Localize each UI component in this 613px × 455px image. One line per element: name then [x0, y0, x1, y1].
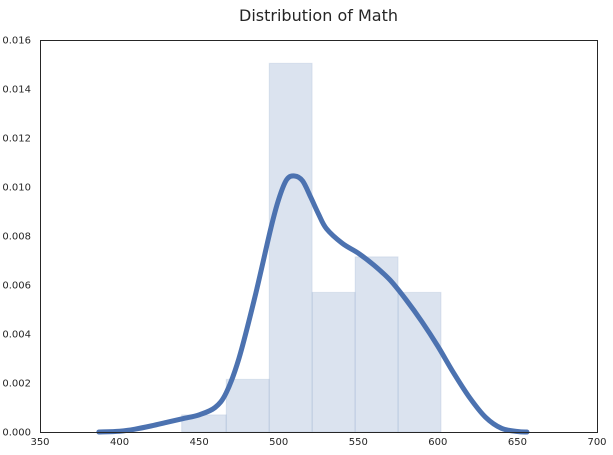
histogram-bars: [181, 62, 442, 433]
x-tick-label: 600: [428, 437, 447, 448]
x-tick-label: 400: [110, 437, 129, 448]
y-tick-label: 0.008: [2, 232, 31, 243]
histogram-bar: [397, 291, 442, 433]
y-tick-label: 0.006: [2, 281, 31, 292]
y-axis: 0.000 0.002 0.004 0.006 0.008 0.010 0.012 0.014…: [2, 36, 31, 439]
y-tick-label: 0.016: [2, 36, 31, 47]
y-tick-label: 0.014: [2, 85, 31, 96]
plot-frame: [40, 40, 598, 433]
x-tick-label: 650: [508, 437, 527, 448]
x-tick-label: 700: [587, 437, 606, 448]
y-tick-label: 0.004: [2, 330, 31, 341]
x-tick-label: 350: [30, 437, 49, 448]
y-tick-label: 0.000: [2, 428, 31, 439]
chart-title: Distribution of Math: [239, 6, 398, 25]
kde-curve: [96, 173, 530, 435]
histogram-bar: [311, 291, 356, 433]
x-tick-label: 450: [190, 437, 209, 448]
y-tick-label: 0.010: [2, 183, 31, 194]
x-tick-label: 550: [349, 437, 368, 448]
x-tick-label: 500: [269, 437, 288, 448]
histogram-bar: [354, 256, 399, 433]
y-tick-label: 0.012: [2, 134, 31, 145]
y-tick-label: 0.002: [2, 379, 31, 390]
histogram-bar: [268, 62, 313, 433]
x-axis: 350 400 450 500 550 600 650 700: [30, 437, 606, 448]
histogram-bar: [225, 378, 270, 433]
